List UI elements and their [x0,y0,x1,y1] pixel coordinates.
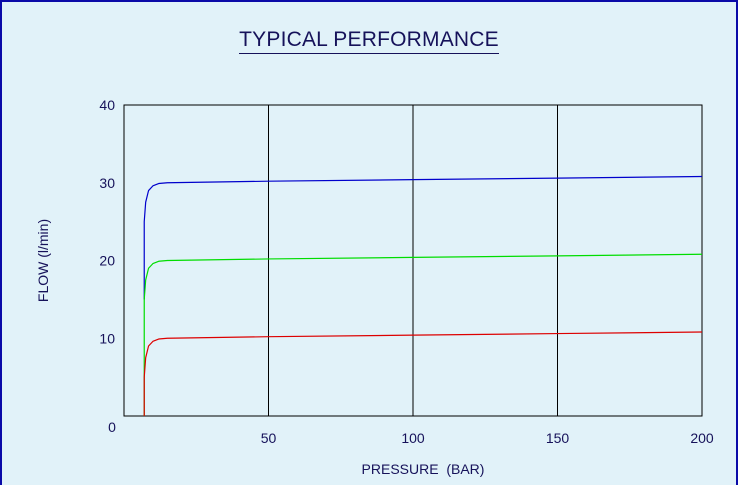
y-tick-label-20: 20 [99,253,115,269]
y-tick-labels: 10 20 30 40 [99,97,115,346]
x-tick-label-200: 200 [690,430,714,446]
x-tick-label-150: 150 [546,430,570,446]
y-tick-label-40: 40 [99,97,115,113]
x-tick-label-0: 0 [108,419,116,435]
y-axis-label: FLOW (l/min) [35,219,51,302]
x-axis-label: PRESSURE (BAR) [362,461,485,477]
y-tick-label-30: 30 [99,175,115,191]
x-tick-label-100: 100 [401,430,425,446]
x-tick-labels: 0 50 100 150 200 [108,419,714,446]
x-tick-label-50: 50 [261,430,277,446]
y-tick-label-10: 10 [99,330,115,346]
